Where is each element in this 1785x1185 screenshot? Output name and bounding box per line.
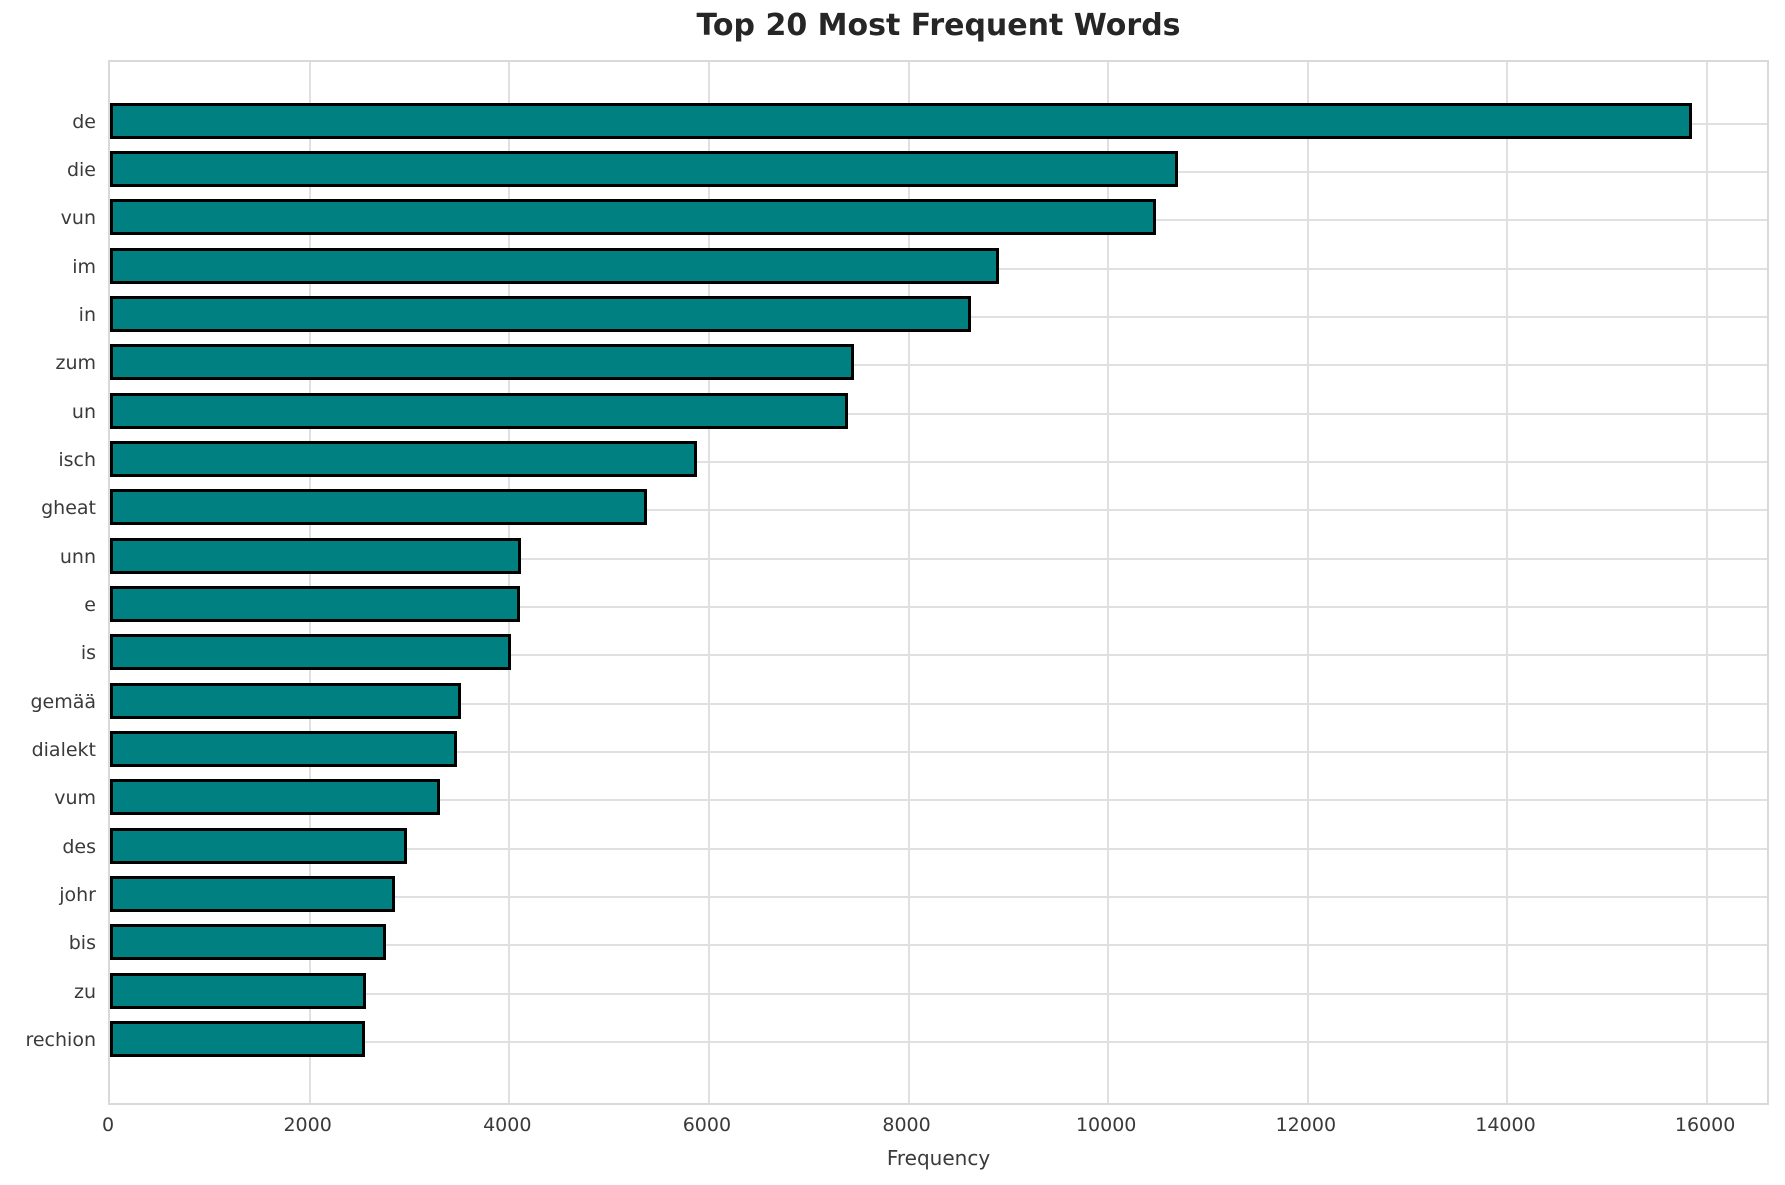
horizontal-gridline — [110, 557, 1767, 560]
chart-title: Top 20 Most Frequent Words — [696, 8, 1181, 43]
bar-vum — [110, 779, 440, 816]
bar-des — [110, 827, 408, 864]
vertical-gridline — [308, 62, 311, 1103]
horizontal-gridline — [110, 606, 1767, 608]
vertical-gridline — [1306, 62, 1309, 1103]
bar-unn — [110, 537, 522, 574]
y-tick-label: zum — [55, 352, 96, 375]
x-tick-label: 6000 — [682, 1114, 732, 1136]
horizontal-gridline — [110, 1040, 1767, 1043]
bar-gheat — [110, 489, 647, 526]
y-tick-label: des — [62, 835, 96, 858]
bar-vun — [110, 199, 1156, 236]
y-tick-label: rechion — [25, 1028, 96, 1051]
horizontal-gridline — [110, 461, 1767, 463]
horizontal-gridline — [110, 847, 1767, 850]
x-tick-label: 2000 — [283, 1114, 332, 1136]
horizontal-gridline — [110, 895, 1767, 898]
y-tick-label: bis — [68, 932, 96, 955]
bar-e — [110, 586, 521, 622]
y-tick-label: vun — [60, 207, 96, 230]
x-axis-title: Frequency — [886, 1146, 991, 1170]
horizontal-gridline — [110, 799, 1767, 802]
x-tick-label: 12000 — [1275, 1114, 1337, 1136]
bar-is — [110, 634, 511, 671]
vertical-gridline — [1506, 62, 1509, 1103]
y-tick-label: e — [84, 594, 96, 616]
horizontal-gridline — [110, 654, 1767, 657]
x-tick-label: 4000 — [483, 1114, 532, 1136]
vertical-gridline — [1107, 62, 1110, 1103]
bar-de — [110, 102, 1693, 139]
bar-dialekt — [110, 730, 458, 767]
bar-rechion — [110, 1020, 365, 1057]
y-tick-label: is — [80, 642, 96, 665]
x-tick-label: 10000 — [1075, 1114, 1137, 1136]
x-tick-label: 14000 — [1475, 1114, 1536, 1136]
y-tick-label: gemää — [30, 690, 96, 713]
bar-johr — [110, 875, 395, 912]
bar-zum — [110, 344, 855, 381]
y-tick-label: johr — [59, 883, 96, 906]
horizontal-gridline — [110, 364, 1767, 367]
bar-im — [110, 247, 999, 284]
horizontal-gridline — [110, 702, 1767, 705]
horizontal-gridline — [110, 992, 1767, 995]
y-tick-label: unn — [59, 545, 96, 568]
bar-bis — [110, 924, 386, 961]
bar-die — [110, 151, 1179, 188]
y-tick-label: zu — [73, 980, 96, 1003]
y-tick-label: isch — [58, 449, 96, 471]
vertical-gridline — [1706, 62, 1709, 1103]
bar-gemää — [110, 682, 461, 719]
bar-in — [110, 296, 972, 333]
vertical-gridline — [707, 62, 710, 1103]
vertical-gridline — [508, 62, 511, 1103]
plot-area — [108, 60, 1769, 1105]
x-tick-label: 16000 — [1674, 1114, 1736, 1136]
y-tick-label: un — [71, 400, 96, 423]
y-tick-label: gheat — [41, 497, 96, 520]
y-tick-label: vum — [54, 787, 96, 810]
horizontal-gridline — [110, 750, 1767, 753]
x-tick-label: 8000 — [882, 1114, 931, 1136]
vertical-gridline — [907, 62, 910, 1103]
bar-zu — [110, 972, 367, 1009]
x-tick-label: 0 — [101, 1114, 115, 1136]
horizontal-gridline — [110, 509, 1767, 512]
y-tick-label: im — [72, 255, 96, 278]
y-tick-label: die — [66, 159, 96, 182]
y-tick-label: in — [78, 304, 96, 327]
y-tick-label: dialekt — [31, 738, 96, 761]
horizontal-gridline — [110, 944, 1767, 947]
bar-un — [110, 392, 849, 429]
bar-isch — [110, 441, 698, 477]
horizontal-gridline — [110, 412, 1767, 415]
y-tick-label: de — [72, 110, 96, 133]
